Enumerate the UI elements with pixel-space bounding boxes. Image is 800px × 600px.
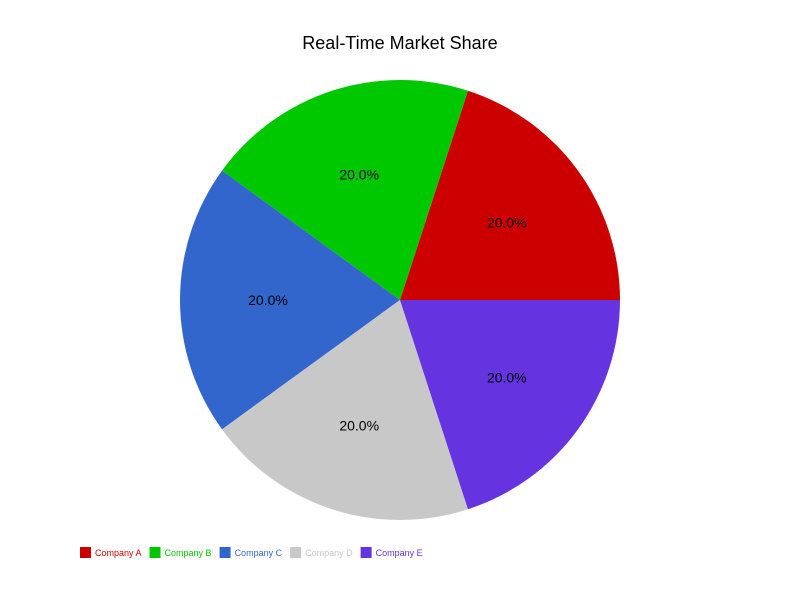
legend-item-company-c: Company C: [219, 547, 283, 558]
slice-label-company-d: 20.0%: [339, 418, 379, 434]
slice-label-company-b: 20.0%: [339, 166, 379, 182]
legend-item-company-e: Company E: [360, 547, 423, 558]
pie-slice-company-c: [180, 170, 400, 430]
slice-label-company-a: 20.0%: [487, 214, 527, 230]
legend-label: Company A: [95, 548, 142, 558]
legend-swatch: [80, 547, 91, 558]
legend-label: Company B: [165, 548, 212, 558]
legend: Company A Company B Company C Company D Comp…: [80, 547, 423, 558]
legend-swatch: [290, 547, 302, 558]
chart-title: Real-Time Market Share: [302, 33, 497, 53]
pie-slices: [180, 79, 620, 520]
pie-slice-company-e: [400, 300, 620, 510]
legend-swatch: [360, 547, 372, 558]
legend-label: Company C: [235, 548, 283, 558]
legend-label: Company D: [305, 548, 353, 558]
slice-label-company-c: 20.0%: [248, 292, 288, 308]
legend-item-company-d: Company D: [290, 547, 353, 558]
slice-label-company-e: 20.0%: [487, 370, 527, 386]
pie-slice-company-b: [222, 79, 468, 300]
pie-slice-company-d: [222, 300, 468, 520]
legend-swatch: [219, 547, 231, 558]
legend-item-company-a: Company A: [80, 547, 142, 558]
legend-label: Company E: [376, 548, 423, 558]
pie-slice-company-a: [400, 90, 620, 300]
slice-labels: 20.0% 20.0% 20.0% 20.0% 20.0%: [248, 166, 526, 433]
legend-swatch: [149, 547, 161, 558]
legend-item-company-b: Company B: [149, 547, 212, 558]
